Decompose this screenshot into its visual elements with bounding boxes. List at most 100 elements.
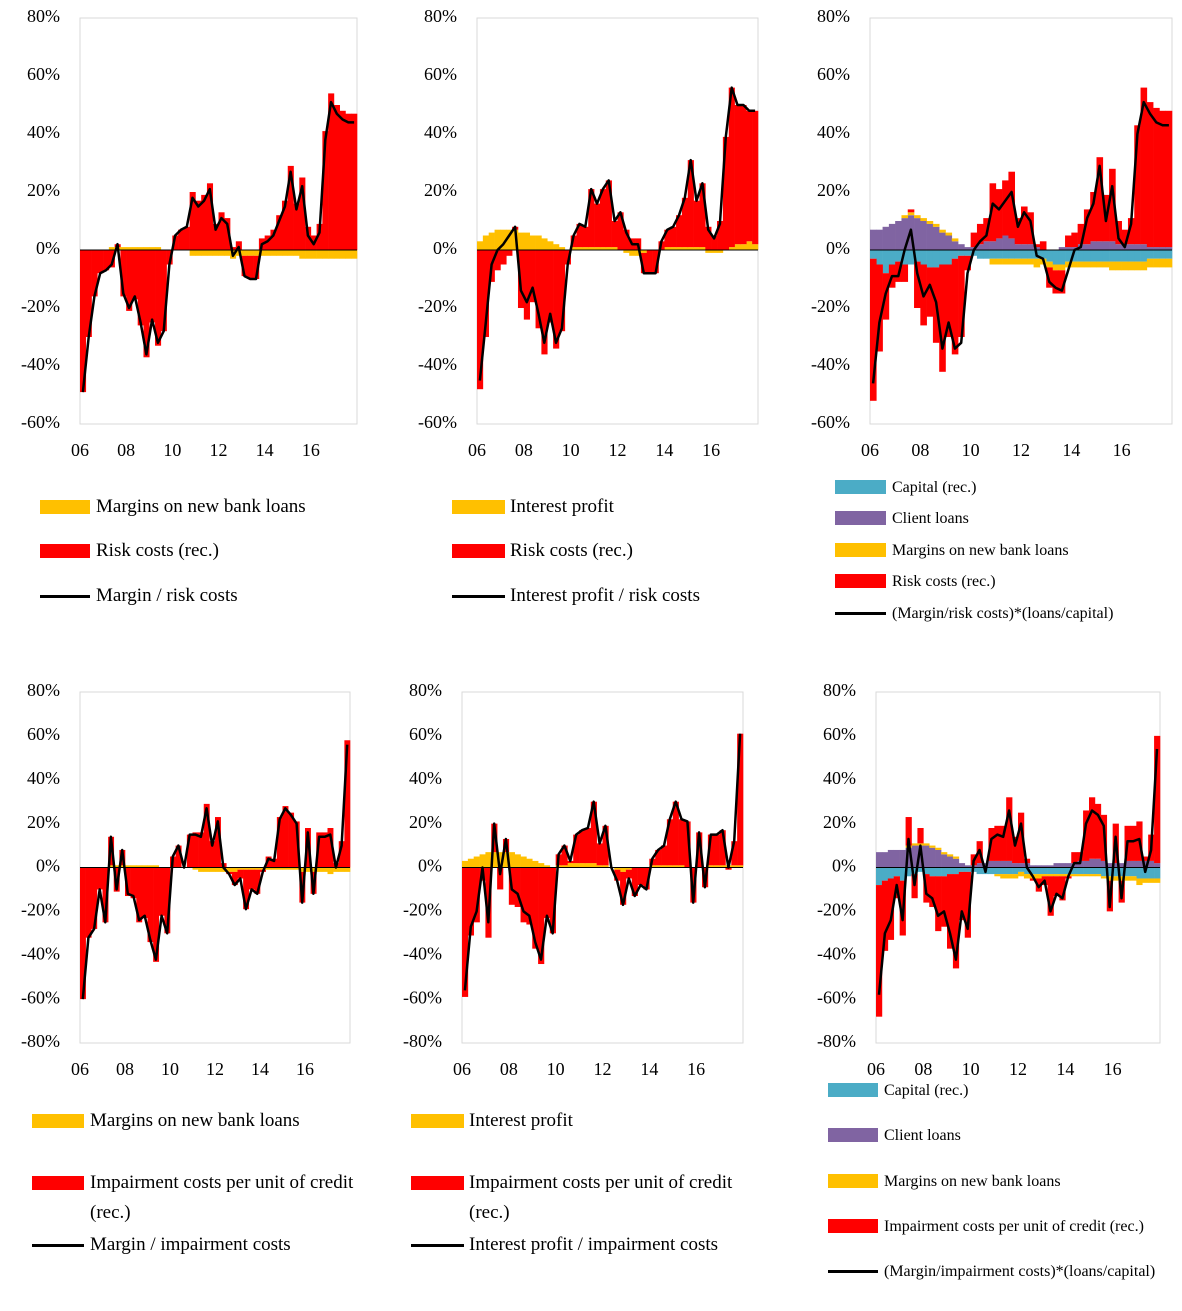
y-tick-label: -40% xyxy=(418,354,457,374)
bar-segment xyxy=(523,250,530,320)
bar-segment xyxy=(282,867,289,870)
bar-segment xyxy=(547,241,554,250)
y-tick-label: 40% xyxy=(817,122,850,142)
bar-segment xyxy=(1159,258,1167,268)
legend-label: Client loans xyxy=(892,509,969,527)
bar-segment xyxy=(1046,250,1053,262)
bar-segment xyxy=(281,200,289,250)
bar-segment xyxy=(1127,261,1135,271)
bar-segment xyxy=(666,819,674,866)
bar-segment xyxy=(1148,867,1155,879)
bar-segment xyxy=(224,250,231,256)
bar-segment xyxy=(120,250,127,297)
bar-segment xyxy=(690,867,697,903)
x-tick-label: 10 xyxy=(161,1059,179,1079)
bar-segment xyxy=(1130,825,1137,861)
bar-segment xyxy=(611,221,618,248)
bar-segment xyxy=(344,867,351,872)
bar-segment xyxy=(532,867,539,949)
bar-segment xyxy=(731,865,738,868)
bar-segment xyxy=(293,250,300,256)
bar-segment xyxy=(914,215,921,219)
bar-segment xyxy=(345,113,352,250)
bar-segment xyxy=(693,200,700,248)
y-tick-label: -60% xyxy=(21,412,60,432)
bar-segment xyxy=(192,867,199,870)
bar-segment xyxy=(611,247,618,250)
bar-segment xyxy=(1136,878,1143,886)
bar-segment xyxy=(989,258,997,265)
bar-segment xyxy=(265,856,272,868)
bar-segment xyxy=(995,258,1003,265)
bar-segment xyxy=(1146,247,1154,250)
bar-segment xyxy=(951,238,959,242)
bar-segment xyxy=(711,235,718,250)
bar-segment xyxy=(676,215,683,248)
bar-segment xyxy=(1008,258,1016,265)
legend-label: Margins on new bank loans xyxy=(90,1110,300,1131)
bar-segment xyxy=(740,244,747,250)
bar-segment xyxy=(684,821,691,868)
bar-segment xyxy=(80,867,86,1000)
bar-segment xyxy=(1124,876,1131,881)
bar-segment xyxy=(958,255,965,337)
legend-label: (Margin/impairment costs)*(loans/capital… xyxy=(884,1262,1156,1280)
bar-segment xyxy=(281,250,289,256)
bar-segment xyxy=(1100,860,1108,868)
bar-segment xyxy=(264,235,271,250)
x-tick-label: 08 xyxy=(515,440,533,460)
bar-segment xyxy=(672,865,679,868)
line-series xyxy=(81,100,355,393)
bar-segment xyxy=(1006,860,1013,868)
bar-segment xyxy=(526,858,533,868)
bar-segment xyxy=(1121,250,1129,262)
bar-segment xyxy=(941,876,948,927)
bar-segment xyxy=(1071,232,1078,248)
bar-segment xyxy=(1065,235,1072,248)
y-tick-label: -40% xyxy=(21,354,60,374)
bar-segment xyxy=(939,250,946,265)
bar-segment xyxy=(1029,867,1037,875)
bar-segment xyxy=(1035,867,1042,875)
x-tick-label: 10 xyxy=(163,440,181,460)
bar-segment xyxy=(887,849,895,868)
bar-segment xyxy=(80,250,87,393)
bar-segment xyxy=(183,226,190,250)
bar-segment xyxy=(907,250,915,265)
bar-segment xyxy=(316,223,323,250)
bar-segment xyxy=(901,264,909,282)
bar-segment xyxy=(1058,264,1066,271)
legend-label: Margins on new bank loans xyxy=(96,496,306,517)
bar-segment xyxy=(293,203,300,250)
bar-segment xyxy=(203,803,210,868)
legend-label: Interest profit xyxy=(510,496,614,517)
bar-segment xyxy=(467,867,475,936)
bar-segment xyxy=(1002,250,1009,259)
bar-segment xyxy=(1154,867,1161,879)
bar-segment xyxy=(1059,867,1066,875)
bar-segment xyxy=(939,232,946,250)
legend-label: Client loans xyxy=(884,1126,961,1144)
bar-segment xyxy=(247,255,254,279)
bar-segment xyxy=(91,867,98,929)
bar-segment xyxy=(1058,247,1066,250)
bar-segment xyxy=(887,867,895,879)
bar-segment xyxy=(893,849,900,868)
bar-segment xyxy=(339,250,346,259)
bar-segment xyxy=(1065,863,1072,868)
bar-segment xyxy=(876,852,883,868)
bar-segment xyxy=(625,867,633,870)
y-tick-label: -60% xyxy=(817,987,856,1007)
bar-segment xyxy=(958,863,966,868)
bar-segment xyxy=(500,229,507,250)
bar-segment xyxy=(929,867,936,877)
bar-segment xyxy=(588,247,595,250)
bar-segment xyxy=(305,226,312,250)
y-tick-label: 20% xyxy=(424,180,457,200)
bar-segment xyxy=(1058,250,1066,265)
bar-segment xyxy=(1127,218,1135,245)
y-tick-label: 40% xyxy=(27,768,60,788)
bar-segment xyxy=(508,852,515,868)
bar-segment xyxy=(1052,270,1060,294)
bar-segment xyxy=(1077,250,1085,262)
